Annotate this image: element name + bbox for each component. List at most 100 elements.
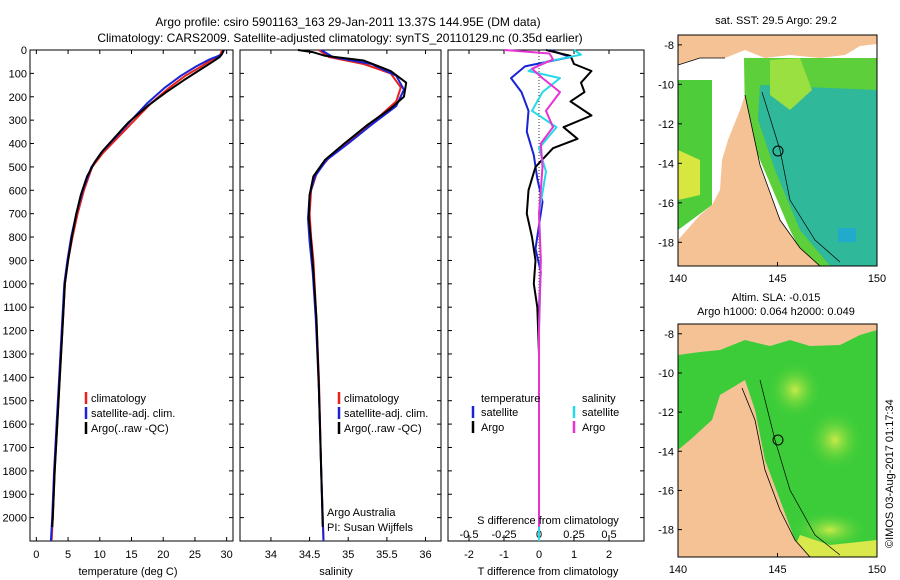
x-tick-label: 34.5 — [299, 549, 320, 561]
temperature-axis-label: temperature (deg C) — [78, 566, 177, 578]
y-tick-label: 200 — [9, 92, 27, 104]
s-difference-axis-label: S difference from climatology — [477, 515, 619, 527]
series-argo-raw-qc- — [297, 49, 408, 528]
y-tick-label: 1400 — [3, 372, 27, 384]
sst-map — [678, 35, 877, 266]
map-y-tick-label: -18 — [658, 237, 674, 249]
land-papua — [678, 324, 877, 355]
credit-line1: Argo Australia — [327, 507, 396, 519]
map-y-tick-label: -10 — [658, 368, 674, 380]
legend-label-climatology: climatology — [344, 393, 400, 405]
x-tick-label: 10 — [94, 549, 106, 561]
sst-map-title: sat. SST: 29.5 Argo: 29.2 — [715, 15, 837, 27]
legend-label-satellite: satellite-adj. clim. — [344, 408, 428, 420]
y-tick-label: 1900 — [3, 489, 27, 501]
map-y-tick-label: -16 — [658, 198, 674, 210]
map-y-tick-label: -12 — [658, 407, 674, 419]
x-tick-label: 36 — [419, 549, 431, 561]
argo-location-marker — [772, 434, 784, 446]
x-tick-label: 15 — [125, 549, 137, 561]
y-tick-label: 700 — [9, 209, 27, 221]
map-y-tick-label: -12 — [658, 119, 674, 131]
x-tick-label: 30 — [221, 549, 233, 561]
y-tick-label: 1500 — [3, 396, 27, 408]
y-tick-label: 1700 — [3, 442, 27, 454]
legend-header-temperature: temperature — [481, 393, 540, 405]
y-tick-label: 1000 — [3, 279, 27, 291]
x-tick-label: 35.5 — [376, 549, 397, 561]
x2-tick-label: 0.5 — [601, 529, 616, 541]
x-tick-label: 0 — [536, 549, 542, 561]
y-tick-label: 2000 — [3, 513, 27, 525]
y-tick-label: 1100 — [3, 302, 27, 314]
y-tick-label: 100 — [9, 68, 27, 80]
map-x-tick-label: 145 — [768, 273, 786, 285]
sla-map-title2: Argo h1000: 0.064 h2000: 0.049 — [697, 306, 855, 318]
x2-tick-label: 0.25 — [563, 529, 584, 541]
series-climatology — [308, 49, 402, 542]
x-tick-label: 1 — [571, 549, 577, 561]
series-argo-raw-qc- — [51, 49, 225, 528]
series-s-argo — [503, 49, 561, 527]
series-t-argo — [525, 49, 593, 527]
header-line2: Climatology: CARS2009. Satellite-adjuste… — [97, 31, 582, 45]
land-papua — [678, 35, 877, 65]
x-tick-label: 20 — [157, 549, 169, 561]
difference-panel — [447, 49, 645, 542]
y-tick-label: 900 — [9, 255, 27, 267]
difference-legend: temperature salinity satellite Argo sate… — [471, 393, 619, 527]
series-satellite-adj-clim- — [307, 49, 405, 542]
y-tick-label: 300 — [9, 115, 27, 127]
series-climatology — [50, 49, 224, 542]
y-tick-label: 1200 — [3, 326, 27, 338]
legend-label-argo: Argo(..raw -QC) — [91, 423, 169, 435]
legend-label-s-argo: Argo — [582, 422, 605, 434]
map-y-tick-label: -18 — [658, 525, 674, 537]
header-line1: Argo profile: csiro 5901163_163 29-Jan-2… — [155, 15, 540, 29]
legend-label-s-satellite: satellite — [582, 407, 619, 419]
sla-map-title: Altim. SLA: -0.015 — [732, 292, 821, 304]
y-tick-label: 1800 — [3, 466, 27, 478]
legend-label-satellite: satellite-adj. clim. — [91, 408, 175, 420]
legend-label-t-argo: Argo — [481, 422, 504, 434]
map-x-tick-label: 145 — [768, 564, 786, 576]
y-tick-label: 0 — [21, 45, 27, 57]
y-tick-label: 600 — [9, 185, 27, 197]
x-tick-label: 0 — [33, 549, 39, 561]
land-australia — [678, 95, 820, 266]
legend-label-t-satellite: satellite — [481, 407, 518, 419]
argo-location-marker — [772, 145, 784, 157]
salinity-legend: climatology satellite-adj. clim. Argo(..… — [327, 392, 428, 534]
land-australia — [678, 388, 810, 557]
map-y-tick-label: -14 — [658, 446, 674, 458]
x-tick-label: 2 — [606, 549, 612, 561]
y-tick-label: 1600 — [3, 419, 27, 431]
map-y-tick-label: -8 — [664, 40, 674, 52]
x2-tick-label: -0.5 — [460, 529, 479, 541]
x-tick-label: 34 — [265, 549, 277, 561]
x-tick-label: 5 — [65, 549, 71, 561]
map-y-tick-label: -14 — [658, 158, 674, 170]
x2-tick-label: -0.25 — [491, 529, 516, 541]
y-tick-label: 500 — [9, 162, 27, 174]
t-difference-axis-label: T difference from climatology — [478, 566, 619, 578]
imos-watermark: ©IMOS 03-Aug-2017 01:17:34 — [884, 399, 896, 548]
x-tick-label: 25 — [189, 549, 201, 561]
x-tick-label: 35 — [342, 549, 354, 561]
salinity-panel — [239, 49, 442, 542]
map-x-tick-label: 150 — [868, 273, 886, 285]
map-x-tick-label: 140 — [669, 273, 687, 285]
map-y-tick-label: -10 — [658, 79, 674, 91]
y-tick-label: 400 — [9, 139, 27, 151]
map-x-tick-label: 150 — [868, 564, 886, 576]
y-tick-label: 800 — [9, 232, 27, 244]
temperature-legend: climatology satellite-adj. clim. Argo(..… — [84, 392, 175, 435]
salinity-axis-label: salinity — [319, 566, 353, 578]
y-tick-label: 1300 — [3, 349, 27, 361]
x-tick-label: -2 — [464, 549, 474, 561]
legend-label-climatology: climatology — [91, 393, 147, 405]
legend-label-argo: Argo(..raw -QC) — [344, 423, 422, 435]
map-x-tick-label: 140 — [669, 564, 687, 576]
series-satellite-adj-clim- — [49, 49, 225, 542]
